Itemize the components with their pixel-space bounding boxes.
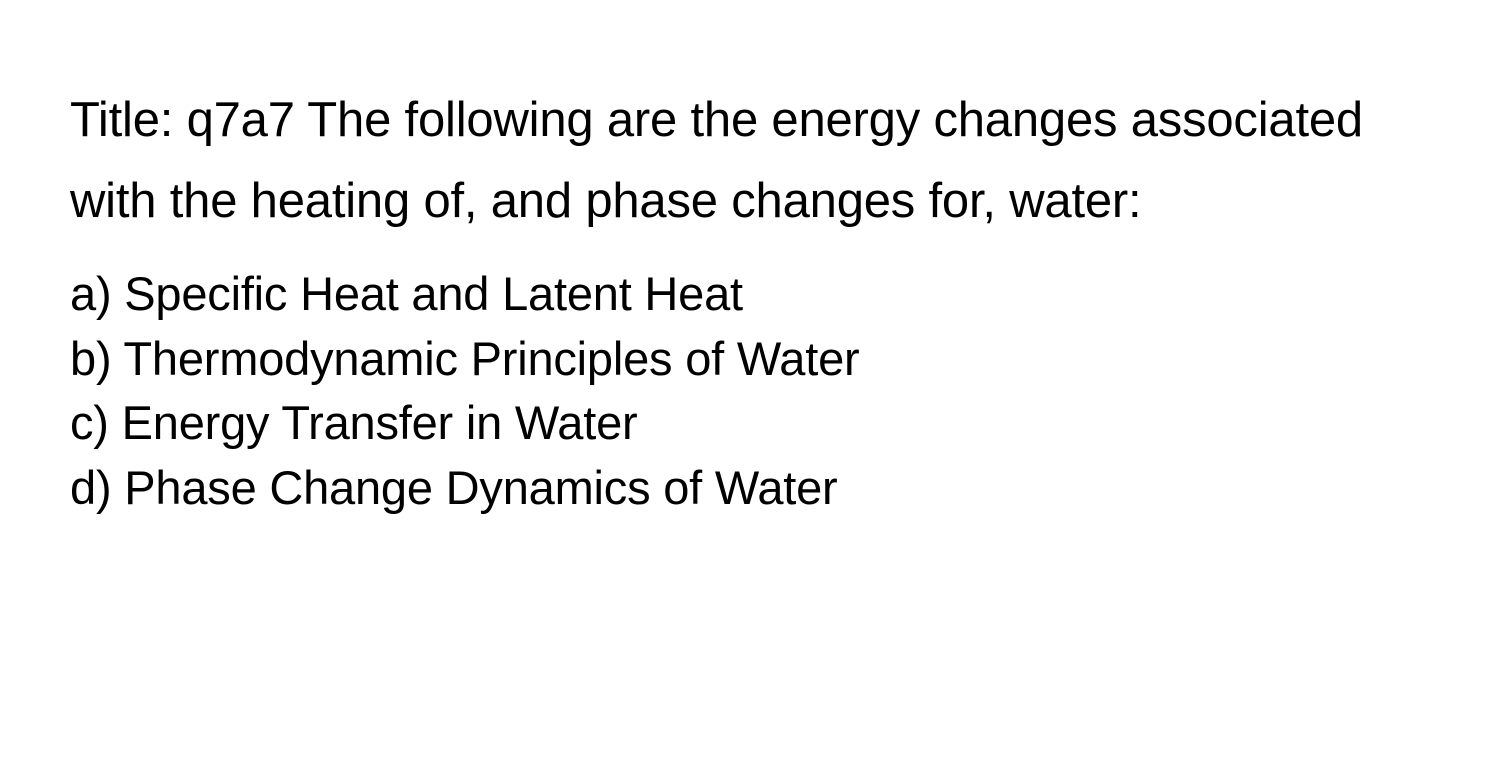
option-label: b) <box>70 332 111 385</box>
option-label: c) <box>70 396 109 449</box>
option-text: Specific Heat and Latent Heat <box>124 267 743 320</box>
option-b: b) Thermodynamic Principles of Water <box>70 327 1430 392</box>
option-text: Phase Change Dynamics of Water <box>124 461 837 514</box>
option-a: a) Specific Heat and Latent Heat <box>70 262 1430 327</box>
option-label: d) <box>70 461 111 514</box>
options-list: a) Specific Heat and Latent Heat b) Ther… <box>70 262 1430 521</box>
option-text: Energy Transfer in Water <box>122 396 638 449</box>
option-d: d) Phase Change Dynamics of Water <box>70 456 1430 521</box>
option-label: a) <box>70 267 111 320</box>
question-title: Title: q7a7 The following are the energy… <box>70 80 1430 242</box>
option-c: c) Energy Transfer in Water <box>70 391 1430 456</box>
option-text: Thermodynamic Principles of Water <box>123 332 859 385</box>
